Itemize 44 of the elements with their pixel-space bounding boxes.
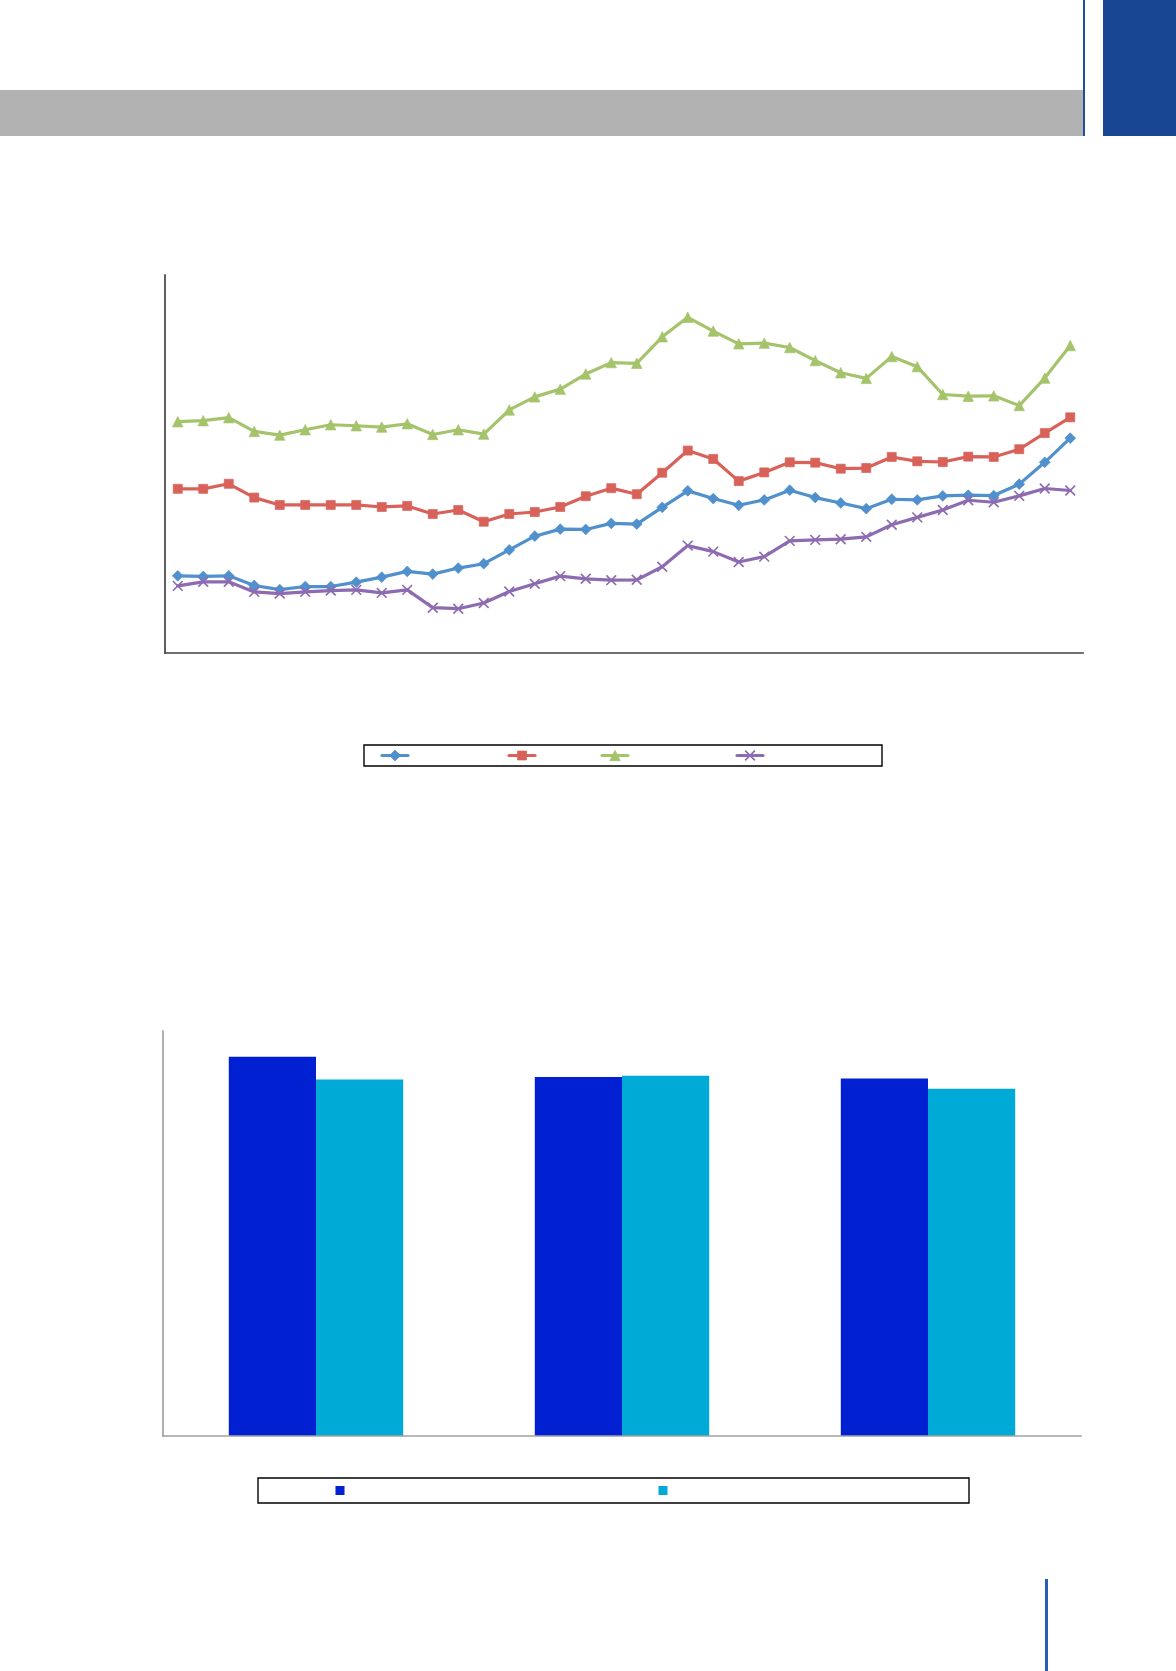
point: [656, 561, 668, 573]
point: [1064, 484, 1076, 497]
point: [554, 570, 566, 582]
point: [478, 597, 490, 609]
point: [274, 587, 286, 600]
point: [631, 574, 643, 586]
point: [988, 496, 1000, 508]
point: [427, 601, 439, 614]
point: [325, 584, 337, 597]
point: [682, 539, 694, 552]
bar: [840, 1078, 928, 1436]
point: [758, 550, 770, 563]
point: [503, 585, 515, 598]
point: [707, 545, 719, 558]
bar: [928, 1088, 1016, 1436]
point: [223, 576, 235, 588]
point: [299, 586, 311, 598]
point: [350, 584, 362, 596]
point: [529, 507, 540, 517]
bar: [316, 1079, 404, 1436]
point: [172, 580, 184, 592]
point: [453, 505, 464, 515]
point: [1013, 490, 1025, 502]
point: [376, 587, 388, 599]
point: [529, 578, 541, 590]
point: [580, 573, 592, 585]
point: [886, 519, 898, 531]
bar: [534, 1076, 622, 1436]
point: [962, 494, 974, 506]
point: [452, 602, 464, 615]
point: [911, 511, 923, 524]
point: [248, 586, 260, 598]
point: [937, 504, 949, 516]
point: [860, 531, 872, 543]
point: [733, 556, 745, 568]
point: [835, 533, 847, 545]
point: [401, 584, 413, 596]
point: [809, 534, 821, 546]
bar: [228, 1056, 316, 1436]
bar: [622, 1075, 710, 1436]
point: [605, 574, 617, 586]
point: [784, 535, 796, 547]
point: [197, 576, 209, 588]
point: [1039, 482, 1051, 495]
